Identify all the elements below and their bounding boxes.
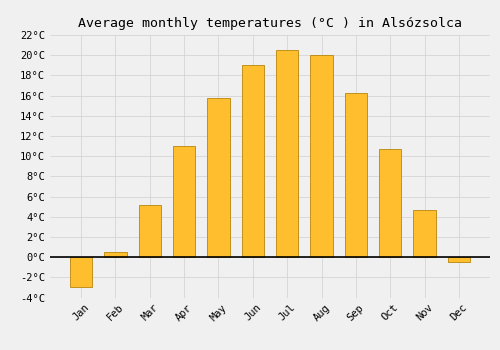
Title: Average monthly temperatures (°C ) in Alsózsolca: Average monthly temperatures (°C ) in Al… (78, 17, 462, 30)
Bar (208, 98, 230, 257)
Bar (70, 257, 92, 287)
Bar (104, 252, 126, 257)
Bar (344, 92, 367, 257)
Bar (173, 146, 196, 257)
Bar (379, 149, 402, 257)
Bar (138, 205, 161, 257)
Bar (414, 210, 436, 257)
Bar (448, 257, 470, 262)
Bar (276, 50, 298, 257)
Bar (242, 65, 264, 257)
Bar (310, 55, 332, 257)
